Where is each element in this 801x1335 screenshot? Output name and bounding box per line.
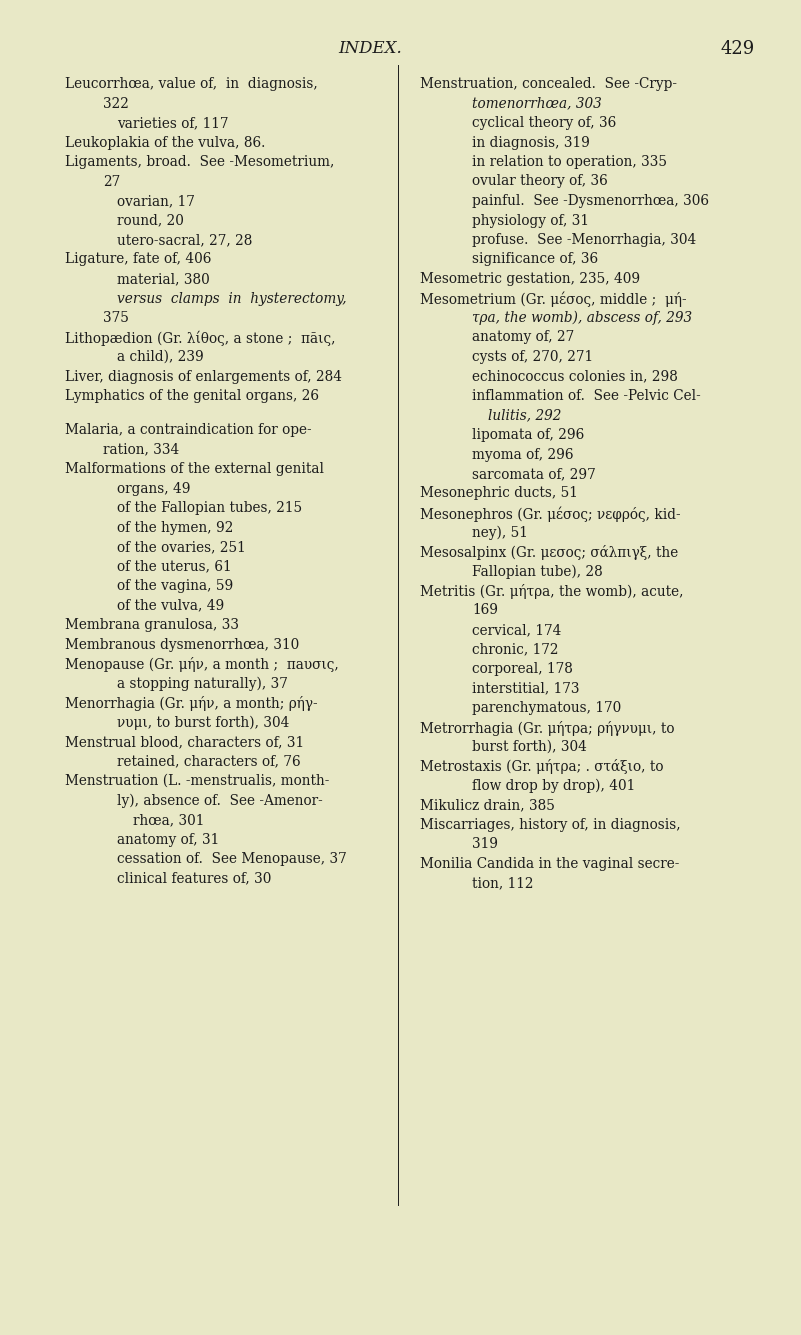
- Text: Membranous dysmenorrhœa, 310: Membranous dysmenorrhœa, 310: [65, 638, 300, 651]
- Text: varieties of, 117: varieties of, 117: [117, 116, 228, 129]
- Text: Monilia Candida in the vaginal secre-: Monilia Candida in the vaginal secre-: [420, 857, 679, 870]
- Text: Ligaments, broad.  See ­Mesometrium,: Ligaments, broad. See ­Mesometrium,: [65, 155, 334, 170]
- Text: ovarian, 17: ovarian, 17: [117, 194, 195, 208]
- Text: Liver, diagnosis of enlargements of, 284: Liver, diagnosis of enlargements of, 284: [65, 370, 342, 383]
- Text: INDEX.: INDEX.: [338, 40, 402, 57]
- Text: Ligature, fate of, 406: Ligature, fate of, 406: [65, 252, 211, 267]
- Text: ration, 334: ration, 334: [103, 443, 179, 457]
- Text: Metrostaxis (Gr. μήτρa; . στάξιo, to: Metrostaxis (Gr. μήτρa; . στάξιo, to: [420, 760, 663, 774]
- Text: of the uterus, 61: of the uterus, 61: [117, 559, 231, 574]
- Text: 27: 27: [103, 175, 120, 188]
- Text: round, 20: round, 20: [117, 214, 184, 227]
- Text: organs, 49: organs, 49: [117, 482, 191, 495]
- Text: νυμι, to burst forth), 304: νυμι, to burst forth), 304: [117, 716, 289, 730]
- Text: of the Fallopian tubes, 215: of the Fallopian tubes, 215: [117, 501, 302, 515]
- Text: Lithopædion (Gr. λίθoς, a stone ;  πāις,: Lithopædion (Gr. λίθoς, a stone ; πāις,: [65, 331, 336, 346]
- Text: Mesosalpinx (Gr. μεσoς; σάλπιγξ, the: Mesosalpinx (Gr. μεσoς; σάλπιγξ, the: [420, 545, 678, 559]
- Text: Malaria, a contraindication for ope-: Malaria, a contraindication for ope-: [65, 423, 312, 437]
- Text: interstitial, 173: interstitial, 173: [472, 681, 579, 696]
- Text: 375: 375: [103, 311, 129, 324]
- Text: Menstruation (L. ­menstrualis, month-: Menstruation (L. ­menstrualis, month-: [65, 774, 329, 788]
- Text: Mikulicz drain, 385: Mikulicz drain, 385: [420, 798, 555, 813]
- Text: burst forth), 304: burst forth), 304: [472, 740, 587, 754]
- Text: echinococcus colonies in, 298: echinococcus colonies in, 298: [472, 370, 678, 383]
- Text: tomenorrhœa, 303: tomenorrhœa, 303: [472, 96, 602, 111]
- Text: ly), absence of.  See ­Amenor-: ly), absence of. See ­Amenor-: [117, 793, 323, 808]
- Text: in diagnosis, 319: in diagnosis, 319: [472, 135, 590, 150]
- Text: painful.  See ­Dysmenorrhœa, 306: painful. See ­Dysmenorrhœa, 306: [472, 194, 709, 208]
- Text: Menstruation, concealed.  See ­Cryp-: Menstruation, concealed. See ­Cryp-: [420, 77, 677, 91]
- Text: cessation of.  See Menopause, 37: cessation of. See Menopause, 37: [117, 852, 347, 866]
- Text: in relation to operation, 335: in relation to operation, 335: [472, 155, 667, 170]
- Text: 319: 319: [472, 837, 498, 852]
- Text: Mesometrium (Gr. μέσoς, middle ;  μή-: Mesometrium (Gr. μέσoς, middle ; μή-: [420, 291, 686, 307]
- Text: Menopause (Gr. μήν, a month ;  πaυσις,: Menopause (Gr. μήν, a month ; πaυσις,: [65, 657, 339, 672]
- Text: significance of, 36: significance of, 36: [472, 252, 598, 267]
- Text: cyclical theory of, 36: cyclical theory of, 36: [472, 116, 616, 129]
- Text: chronic, 172: chronic, 172: [472, 642, 558, 657]
- Text: myoma of, 296: myoma of, 296: [472, 447, 574, 462]
- Text: ovular theory of, 36: ovular theory of, 36: [472, 175, 608, 188]
- Text: Metritis (Gr. μήτρa, the womb), acute,: Metritis (Gr. μήτρa, the womb), acute,: [420, 583, 683, 599]
- Text: Membrana granulosa, 33: Membrana granulosa, 33: [65, 618, 239, 633]
- Text: of the hymen, 92: of the hymen, 92: [117, 521, 233, 534]
- Text: anatomy of, 31: anatomy of, 31: [117, 833, 219, 846]
- Text: tion, 112: tion, 112: [472, 877, 533, 890]
- Text: retained, characters of, 76: retained, characters of, 76: [117, 754, 300, 769]
- Text: 169: 169: [472, 603, 498, 618]
- Text: cysts of, 270, 271: cysts of, 270, 271: [472, 350, 593, 364]
- Text: Menstrual blood, characters of, 31: Menstrual blood, characters of, 31: [65, 736, 304, 749]
- Text: Mesonephros (Gr. μέσoς; νεφρός, kid-: Mesonephros (Gr. μέσoς; νεφρός, kid-: [420, 506, 681, 522]
- Text: material, 380: material, 380: [117, 272, 210, 286]
- Text: Metrorrhagia (Gr. μήτρa; ρήγνυμι, to: Metrorrhagia (Gr. μήτρa; ρήγνυμι, to: [420, 721, 674, 736]
- Text: sarcomata of, 297: sarcomata of, 297: [472, 467, 596, 481]
- Text: rhœa, 301: rhœa, 301: [133, 813, 204, 828]
- Text: Mesometric gestation, 235, 409: Mesometric gestation, 235, 409: [420, 272, 640, 286]
- Text: Mesonephric ducts, 51: Mesonephric ducts, 51: [420, 486, 578, 501]
- Text: cervical, 174: cervical, 174: [472, 623, 562, 637]
- Text: utero-sacral, 27, 28: utero-sacral, 27, 28: [117, 234, 252, 247]
- Text: τρa, the womb), abscess of, 293: τρa, the womb), abscess of, 293: [472, 311, 692, 326]
- Text: clinical features of, 30: clinical features of, 30: [117, 872, 272, 885]
- Text: of the vulva, 49: of the vulva, 49: [117, 598, 224, 613]
- Text: Fallopian tube), 28: Fallopian tube), 28: [472, 565, 602, 579]
- Text: a stopping naturally), 37: a stopping naturally), 37: [117, 677, 288, 692]
- Text: Malformations of the external genital: Malformations of the external genital: [65, 462, 324, 477]
- Text: profuse.  See ­Menorrhagia, 304: profuse. See ­Menorrhagia, 304: [472, 234, 696, 247]
- Text: Menorrhagia (Gr. μήν, a month; ρήγ-: Menorrhagia (Gr. μήν, a month; ρήγ-: [65, 696, 318, 712]
- Text: parenchymatous, 170: parenchymatous, 170: [472, 701, 622, 716]
- Text: ney), 51: ney), 51: [472, 526, 528, 539]
- Text: a child), 239: a child), 239: [117, 350, 203, 364]
- Text: inflammation of.  See ­Pelvic Cel-: inflammation of. See ­Pelvic Cel-: [472, 388, 701, 403]
- Text: versus  clamps  in  hysterectomy,: versus clamps in hysterectomy,: [117, 291, 347, 306]
- Text: 322: 322: [103, 96, 129, 111]
- Text: lulitis, 292: lulitis, 292: [488, 409, 562, 422]
- Text: lipomata of, 296: lipomata of, 296: [472, 429, 584, 442]
- Text: physiology of, 31: physiology of, 31: [472, 214, 589, 227]
- Text: corporeal, 178: corporeal, 178: [472, 662, 573, 676]
- Text: anatomy of, 27: anatomy of, 27: [472, 331, 574, 344]
- Text: Leucorrhœa, value of,  in  diagnosis,: Leucorrhœa, value of, in diagnosis,: [65, 77, 318, 91]
- Text: Miscarriages, history of, in diagnosis,: Miscarriages, history of, in diagnosis,: [420, 818, 681, 832]
- Text: Leukoplakia of the vulva, 86.: Leukoplakia of the vulva, 86.: [65, 135, 265, 150]
- Text: 429: 429: [721, 40, 755, 57]
- Text: of the ovaries, 251: of the ovaries, 251: [117, 541, 246, 554]
- Text: of the vagina, 59: of the vagina, 59: [117, 579, 233, 593]
- Text: Lymphatics of the genital organs, 26: Lymphatics of the genital organs, 26: [65, 388, 319, 403]
- Text: flow drop by drop), 401: flow drop by drop), 401: [472, 780, 635, 793]
